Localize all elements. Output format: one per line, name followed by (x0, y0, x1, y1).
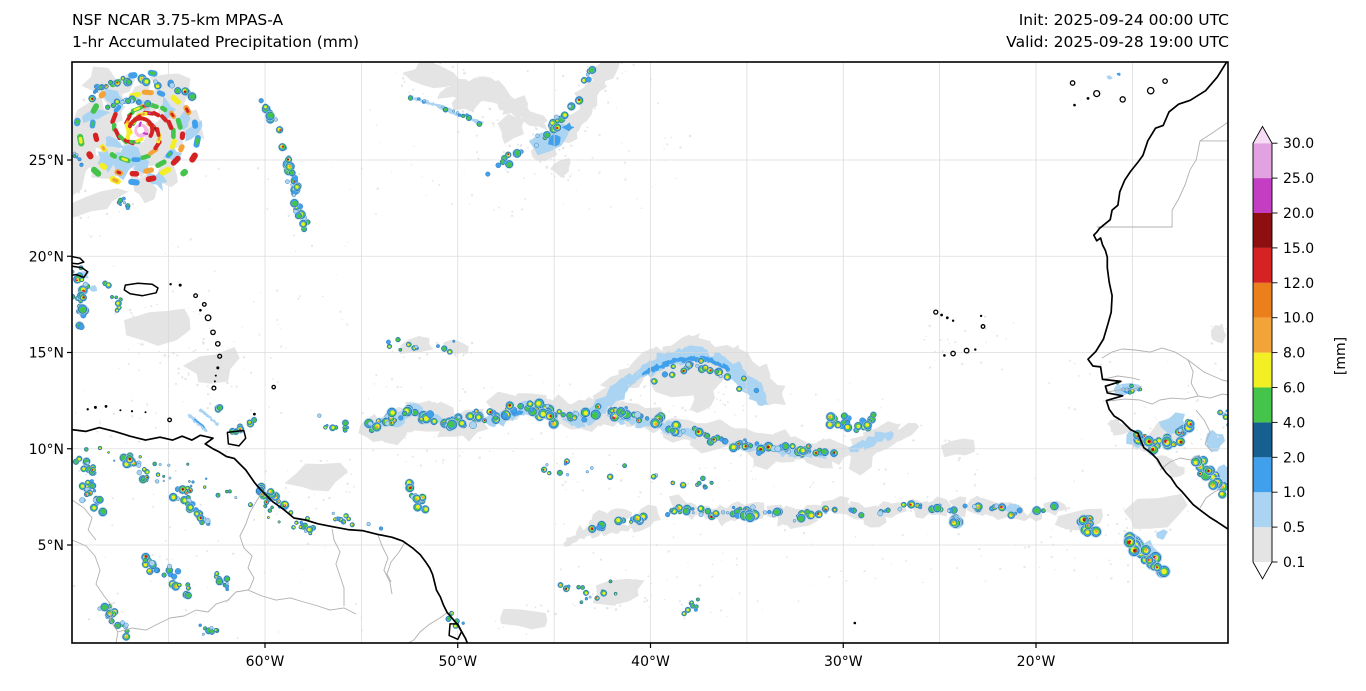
x-tick-label-20w: 20°W (1017, 654, 1056, 670)
valid-time-label: Valid: 2025-09-28 19:00 UTC (1006, 33, 1229, 51)
convective-cell-cluster (104, 94, 152, 111)
island-trinidad (226, 429, 247, 447)
colorbar-tick-0.1: 0.1 (1283, 555, 1305, 571)
colorbar-tick-25.0: 25.0 (1283, 171, 1314, 187)
convective-cell-cluster (363, 397, 602, 434)
convective-cell-cluster (213, 570, 231, 592)
island-hispaniola-east-2 (72, 265, 89, 279)
convective-cell-cluster (72, 455, 108, 517)
convective-cell-cluster (587, 499, 1060, 534)
gridlines-layer (72, 62, 1228, 643)
convective-cell-cluster (119, 452, 160, 484)
convective-cell-cluster (1132, 418, 1196, 456)
convective-cell-cluster (404, 478, 430, 514)
convective-cell-cluster (83, 445, 310, 530)
convective-cell-cluster (116, 196, 131, 211)
precip-convective-layer (72, 65, 1228, 642)
y-tick-label-15n: 15°N (29, 346, 64, 362)
country-borders-layer (72, 121, 1228, 643)
island-puerto-rico (123, 282, 159, 297)
convective-cell-cluster (214, 403, 224, 414)
colorbar-tick-6.0: 6.0 (1283, 381, 1305, 397)
colorbar (1252, 125, 1278, 580)
colorbar-units-label: [mm] (1333, 337, 1349, 375)
x-tick-label-40w: 40°W (631, 654, 670, 670)
y-tick-label-5n: 5°N (38, 538, 64, 554)
plot-title-field: 1-hr Accumulated Precipitation (mm) (72, 33, 359, 51)
colorbar-tick-2.0: 2.0 (1283, 450, 1305, 466)
convective-cell-cluster (681, 597, 700, 617)
y-tick-label-10n: 10°N (29, 442, 64, 458)
x-tick-label-60w: 60°W (246, 654, 285, 670)
convective-cell-cluster (407, 95, 483, 128)
convective-cell-cluster (140, 552, 193, 600)
convective-cell-cluster (485, 65, 597, 177)
convective-cell-cluster (228, 416, 258, 436)
y-tick-label-20n: 20°N (29, 249, 64, 265)
colorbar-tick-8.0: 8.0 (1283, 346, 1305, 362)
convective-cell-cluster (606, 406, 839, 459)
island-marajo (448, 623, 463, 641)
colorbar-tick-20.0: 20.0 (1283, 206, 1314, 222)
convective-cell-cluster (72, 151, 84, 167)
x-tick-label-30w: 30°W (824, 654, 863, 670)
convective-cell-cluster (198, 623, 220, 636)
colorbar-tick-4.0: 4.0 (1283, 415, 1305, 431)
convective-cell-cluster (825, 411, 877, 434)
coastlines-layer (72, 62, 1228, 643)
convective-cell-cluster (168, 484, 211, 526)
colorbar-tick-1.0: 1.0 (1283, 485, 1305, 501)
convective-cell-cluster (331, 511, 384, 531)
precip-stratiform-layer (72, 62, 1228, 639)
coastline-south-america-coast (72, 426, 469, 643)
convective-cell-cluster (72, 265, 91, 331)
convective-cell-cluster (386, 336, 456, 355)
convective-cell-cluster (557, 579, 618, 605)
convective-cell-cluster (1190, 455, 1228, 500)
convective-cell-cluster (97, 602, 131, 642)
colorbar-tick-12.0: 12.0 (1283, 276, 1314, 292)
convective-cell-cluster (948, 513, 964, 529)
coastline-africa-west-coast (1087, 62, 1228, 531)
y-tick-label-25n: 25°N (29, 153, 64, 169)
map-layers (72, 62, 1228, 643)
island-hispaniola-east-1 (72, 255, 85, 265)
convective-cell-cluster (1217, 409, 1228, 427)
colorbar-tick-30.0: 30.0 (1283, 136, 1314, 152)
convective-cell-cluster (1123, 531, 1171, 579)
convective-cell-cluster (1076, 514, 1102, 538)
plot-title-model: NSF NCAR 3.75-km MPAS-A (72, 11, 284, 29)
x-tick-label-50w: 50°W (438, 654, 477, 670)
convective-cell-cluster (88, 73, 197, 103)
convective-cell-cluster (650, 357, 760, 394)
convective-cell-cluster (258, 98, 311, 233)
axis-ticks (67, 159, 1037, 648)
init-time-label: Init: 2025-09-24 00:00 UTC (1019, 11, 1229, 29)
convective-cell-cluster (739, 505, 761, 523)
colorbar-tick-0.5: 0.5 (1283, 520, 1305, 536)
convective-cell-cluster (540, 458, 714, 490)
convective-cell-cluster (317, 413, 350, 433)
colorbar-tick-10.0: 10.0 (1283, 311, 1314, 327)
colorbar-tick-15.0: 15.0 (1283, 241, 1314, 257)
convective-cell-cluster (102, 280, 123, 313)
